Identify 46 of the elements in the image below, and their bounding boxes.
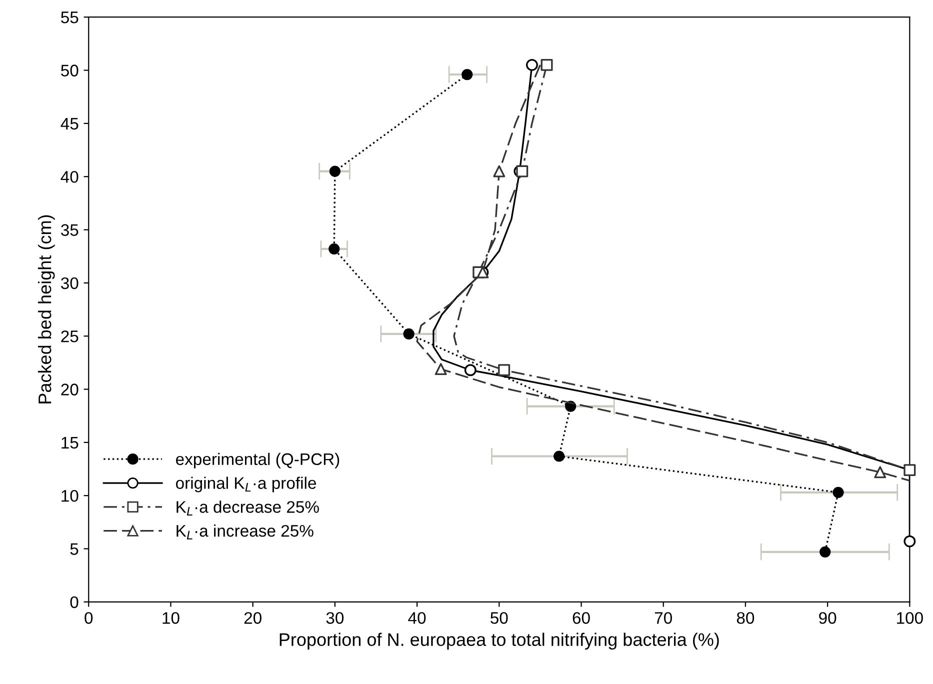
x-tick-label: 30 <box>326 612 344 624</box>
point <box>462 68 473 80</box>
x-tick-label: 60 <box>572 612 590 624</box>
x-tick-label: 70 <box>654 612 672 624</box>
y-tick-label: 25 <box>61 330 78 342</box>
y-tick-label: 35 <box>61 224 78 236</box>
point <box>464 364 476 376</box>
point <box>540 58 553 71</box>
point <box>493 165 506 178</box>
point <box>329 166 341 177</box>
legend-label: experimental (Q-PCR) <box>176 452 340 468</box>
y-tick-label: 5 <box>70 543 78 555</box>
legend-label: K$_{L}$·a decrease 25% <box>176 500 319 516</box>
x-axis-title: Proportion of N. europaea to total nitrifying bacteria (%) <box>280 632 719 650</box>
point <box>832 486 844 498</box>
y-tick-label: 20 <box>61 384 78 396</box>
legend-label: original K$_{L}$·a profile <box>176 476 316 492</box>
y-tick-label: 50 <box>61 64 78 76</box>
point <box>498 364 510 376</box>
x-tick-label: 10 <box>162 612 180 624</box>
y-tick-label: 10 <box>62 490 78 502</box>
point <box>526 58 538 71</box>
point <box>554 450 565 462</box>
y-tick-label: 55 <box>61 12 78 24</box>
point <box>874 466 886 478</box>
y-tick-label: 30 <box>61 277 78 290</box>
y-axis-title: Packed bed height (cm) <box>38 215 55 404</box>
y-tick-label: 40 <box>60 170 78 183</box>
point <box>403 328 414 340</box>
point <box>516 165 528 178</box>
point <box>434 363 447 376</box>
x-tick-label: 40 <box>408 612 426 624</box>
x-tick-label: 20 <box>244 612 262 624</box>
point <box>904 535 916 548</box>
x-tick-label: 90 <box>819 612 836 624</box>
y-tick-label: 0 <box>70 596 78 608</box>
point <box>820 546 831 558</box>
x-tick-label: 100 <box>897 612 923 624</box>
x-tick-label: 0 <box>84 612 93 624</box>
x-tick-label: 80 <box>736 612 754 624</box>
y-tick-label: 45 <box>60 118 78 130</box>
point <box>904 464 916 476</box>
point <box>328 243 340 254</box>
legend-label: K$_{L}$·a increase 25% <box>176 524 314 540</box>
y-tick-label: 15 <box>62 436 78 449</box>
x-tick-label: 50 <box>490 612 508 624</box>
